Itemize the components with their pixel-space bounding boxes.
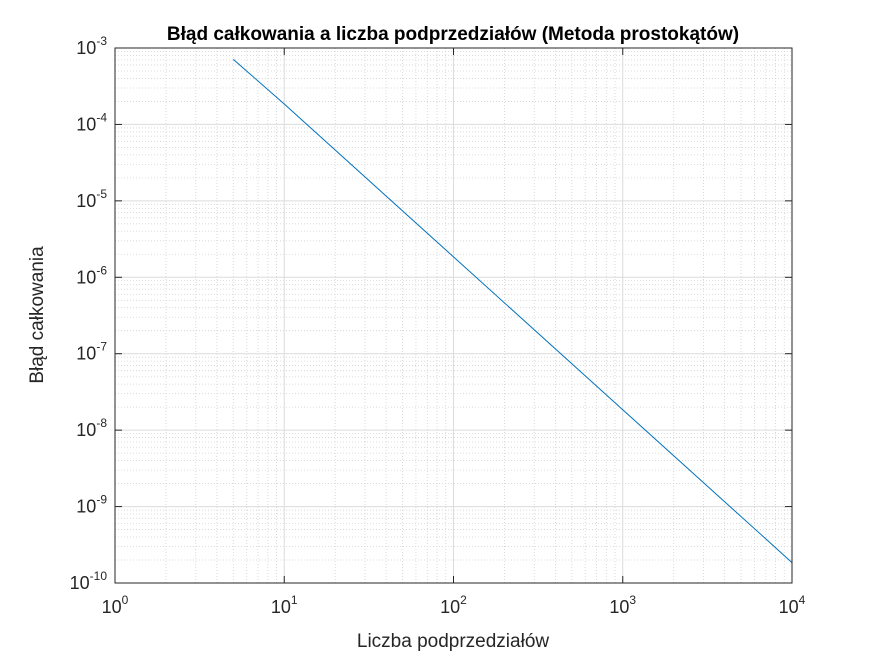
series-line (232, 58, 793, 563)
x-tick-label: 102 (440, 593, 467, 617)
x-tick-label: 100 (102, 593, 129, 617)
x-axis-label: Liczba podprzedziałów (357, 631, 550, 652)
plot-border (114, 47, 793, 584)
chart-title: Błąd całkowania a liczba podprzedziałów … (167, 24, 739, 45)
minor-grid (115, 48, 792, 583)
series-layer (232, 58, 793, 563)
x-tick-label: 104 (779, 593, 806, 617)
y-tick-label: 10-5 (76, 187, 107, 211)
y-tick-label: 10-10 (70, 569, 108, 593)
y-tick-label: 10-6 (76, 263, 107, 287)
y-tick-label: 10-8 (76, 416, 107, 440)
y-tick-labels: 10-10 10-9 10-8 10-7 10-6 10-5 10-4 10-3 (70, 34, 108, 593)
x-tick-label: 101 (271, 593, 298, 617)
plot-frame (114, 47, 793, 584)
y-axis-label: Błąd całkowania (27, 246, 48, 384)
y-tick-label: 10-7 (76, 340, 107, 364)
y-tick-label: 10-4 (76, 110, 107, 134)
x-tick-labels: 100 101 102 103 104 (102, 593, 806, 617)
x-tick-label: 103 (609, 593, 636, 617)
y-tick-label: 10-9 (76, 493, 107, 517)
y-tick-label: 10-3 (76, 34, 107, 58)
